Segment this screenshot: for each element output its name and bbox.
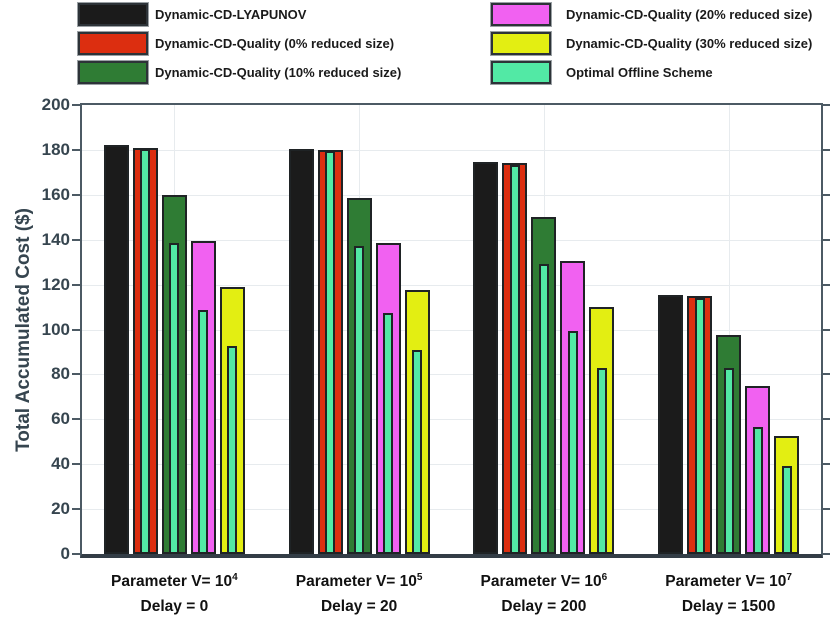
- legend-label-quality-30: Dynamic-CD-Quality (30% reduced size): [566, 36, 813, 51]
- y-tick-mark-right: [823, 328, 830, 331]
- bar-lyapunov-group1: [103, 145, 129, 554]
- y-tick-mark-left: [72, 148, 80, 151]
- x-group-label-line2: Delay = 1500: [681, 598, 776, 615]
- x-group-label-line2: Delay = 0: [140, 598, 209, 615]
- x-group-label-line1: Parameter V= 104: [111, 572, 238, 591]
- x-group-label-exponent: 7: [786, 572, 792, 583]
- gridline-horizontal: [82, 464, 821, 466]
- x-group-label-line2: Delay = 200: [501, 598, 587, 615]
- y-tick-mark-right: [823, 508, 830, 511]
- x-group-label-line1: Parameter V= 106: [480, 572, 608, 591]
- y-tick-label-160: 160: [41, 184, 70, 204]
- legend-label-quality-10: Dynamic-CD-Quality (10% reduced size): [155, 65, 402, 80]
- gridline-horizontal: [82, 329, 821, 331]
- y-tick-mark-left: [72, 328, 80, 331]
- y-tick-mark-left: [72, 418, 80, 421]
- x-group-label-line2: Delay = 20: [320, 598, 398, 615]
- y-tick-mark-right: [823, 283, 830, 286]
- bar-optimal-offline-on-quality-30-group3: [596, 367, 607, 554]
- bar-optimal-offline-on-quality-20-group3: [567, 330, 578, 554]
- gridline-horizontal: [82, 419, 821, 421]
- gridline-horizontal: [82, 509, 821, 511]
- y-tick-label-180: 180: [41, 139, 70, 159]
- y-tick-mark-right: [823, 373, 830, 376]
- gridline-vertical: [729, 105, 730, 554]
- bar-lyapunov-group3: [473, 162, 499, 554]
- bar-optimal-offline-on-quality-10-group1: [169, 243, 180, 554]
- bar-lyapunov-group4: [658, 294, 684, 554]
- y-tick-mark-right: [823, 463, 830, 466]
- y-tick-label-100: 100: [41, 319, 70, 339]
- legend-swatch-quality-10: [78, 61, 148, 84]
- y-tick-label-40: 40: [51, 454, 70, 474]
- legend-swatch-quality-20: [491, 3, 551, 26]
- x-group-label-exponent: 5: [416, 572, 423, 583]
- y-tick-mark-right: [823, 418, 830, 421]
- y-tick-mark-right: [823, 104, 830, 106]
- x-group-label-exponent: 6: [601, 572, 608, 583]
- gridline-horizontal: [82, 374, 821, 376]
- bar-optimal-offline-on-quality-30-group2: [412, 349, 423, 554]
- y-tick-label-140: 140: [41, 229, 70, 249]
- legend-swatch-optimal-offline: [491, 61, 551, 84]
- y-tick-label-60: 60: [51, 409, 70, 429]
- legend-swatch-lyapunov: [78, 3, 148, 26]
- bar-optimal-offline-on-quality-10-group3: [538, 264, 549, 554]
- y-tick-mark-left: [72, 373, 80, 376]
- y-tick-mark-left: [72, 463, 80, 466]
- y-tick-mark-left: [72, 283, 80, 286]
- legend-label-optimal-offline: Optimal Offline Scheme: [566, 65, 713, 80]
- bar-optimal-offline-on-quality-30-group1: [227, 346, 238, 554]
- bar-optimal-offline-on-quality-20-group4: [752, 427, 763, 554]
- x-group-label-line1: Parameter V= 105: [295, 572, 423, 591]
- y-tick-mark-right: [823, 553, 830, 555]
- y-tick-mark-right: [823, 148, 830, 151]
- y-tick-label-200: 200: [41, 95, 70, 114]
- y-tick-mark-left: [72, 553, 80, 555]
- bar-optimal-offline-on-quality-30-group4: [781, 466, 792, 554]
- y-tick-label-0: 0: [60, 544, 70, 563]
- y-tick-mark-right: [823, 193, 830, 196]
- gridline-horizontal: [82, 194, 821, 196]
- y-tick-mark-left: [72, 238, 80, 241]
- bar-optimal-offline-on-quality-10-group4: [723, 367, 734, 554]
- bar-optimal-offline-on-quality-20-group2: [383, 312, 394, 554]
- legend-swatch-quality-0: [78, 32, 148, 55]
- bar-optimal-offline-on-quality-0-group2: [325, 151, 336, 554]
- bar-optimal-offline-on-quality-0-group3: [509, 164, 520, 554]
- legend-label-quality-0: Dynamic-CD-Quality (0% reduced size): [155, 36, 395, 51]
- bar-optimal-offline-on-quality-0-group4: [694, 298, 705, 554]
- plot-area: [80, 103, 823, 558]
- bar-optimal-offline-on-quality-0-group1: [140, 148, 151, 554]
- x-group-label-line1: Parameter V= 107: [665, 572, 792, 591]
- gridline-horizontal: [82, 149, 821, 151]
- legend-label-lyapunov: Dynamic-CD-LYAPUNOV: [155, 7, 307, 22]
- y-tick-mark-left: [72, 508, 80, 511]
- legend-swatch-quality-30: [491, 32, 551, 55]
- bar-lyapunov-group2: [288, 148, 314, 554]
- x-group-label-exponent: 4: [232, 572, 238, 583]
- y-tick-label-120: 120: [41, 274, 70, 294]
- gridline-horizontal: [82, 284, 821, 286]
- bar-optimal-offline-on-quality-20-group1: [198, 310, 209, 554]
- y-tick-mark-left: [72, 193, 80, 196]
- y-tick-mark-left: [72, 104, 80, 106]
- bar-optimal-offline-on-quality-10-group2: [354, 246, 365, 554]
- y-tick-mark-right: [823, 238, 830, 241]
- y-tick-label-80: 80: [51, 364, 70, 384]
- gridline-horizontal: [82, 239, 821, 241]
- y-tick-label-20: 20: [51, 499, 70, 519]
- legend-label-quality-20: Dynamic-CD-Quality (20% reduced size): [566, 7, 813, 22]
